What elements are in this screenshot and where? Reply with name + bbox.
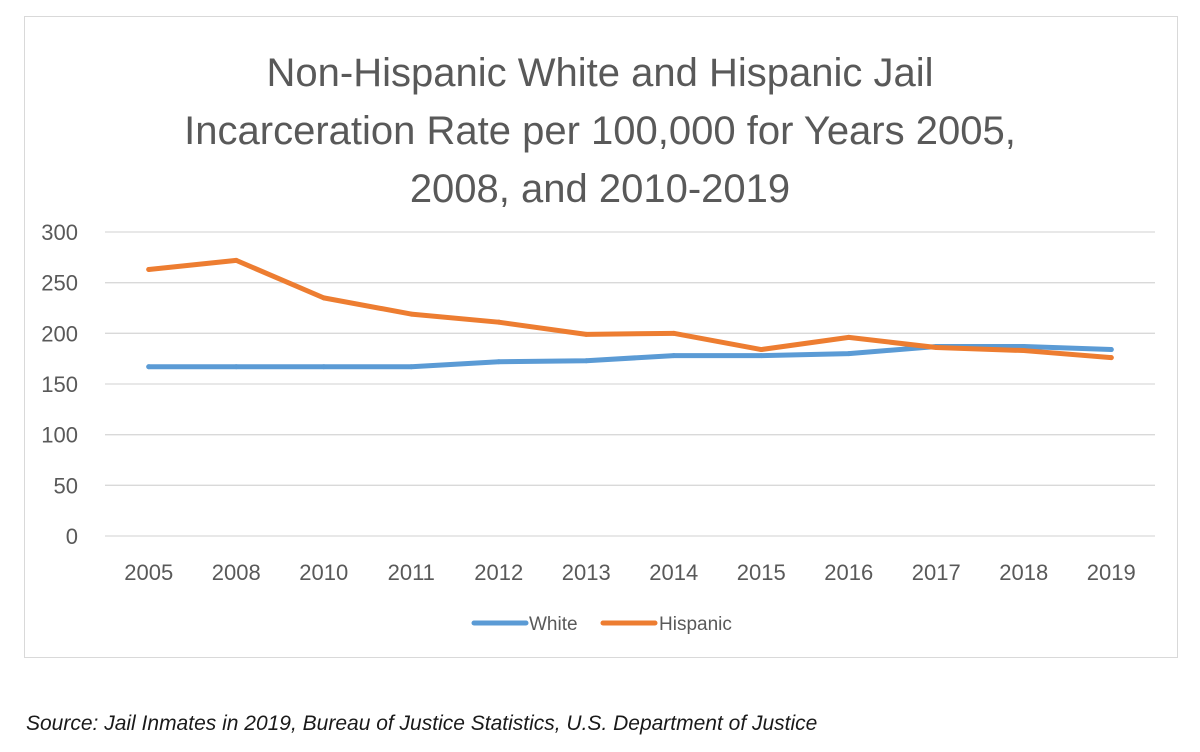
data-point-white <box>758 353 764 359</box>
y-tick-label: 150 <box>41 372 78 397</box>
data-point-white <box>233 364 239 370</box>
y-tick-label: 0 <box>66 524 78 549</box>
y-tick-label: 250 <box>41 271 78 296</box>
data-point-white <box>583 358 589 364</box>
data-point-hispanic <box>583 331 589 337</box>
x-tick-label: 2005 <box>124 560 173 585</box>
gridlines <box>105 231 1155 537</box>
y-tick-label: 300 <box>41 220 78 245</box>
data-point-white <box>846 351 852 357</box>
data-point-hispanic <box>146 266 152 272</box>
x-tick-label: 2015 <box>737 560 786 585</box>
data-point-hispanic <box>846 334 852 340</box>
y-tick-label: 200 <box>41 321 78 346</box>
source-note: Source: Jail Inmates in 2019, Bureau of … <box>26 712 818 735</box>
legend: White Hispanic <box>471 614 732 635</box>
y-tick-label: 50 <box>54 473 78 498</box>
x-tick-label: 2008 <box>212 560 261 585</box>
data-point-hispanic <box>758 347 764 353</box>
x-tick-label: 2019 <box>1087 560 1136 585</box>
data-point-hispanic <box>671 330 677 336</box>
x-tick-label: 2012 <box>474 560 523 585</box>
data-point-white <box>1108 347 1114 353</box>
chart-title-line-3: 2008, and 2010-2019 <box>409 167 791 211</box>
data-point-white <box>496 359 502 365</box>
data-point-white <box>321 364 327 370</box>
y-axis-ticks: 0 50 100 150 200 250 300 <box>41 220 78 549</box>
data-point-hispanic <box>496 319 502 325</box>
x-tick-label: 2017 <box>912 560 961 585</box>
x-tick-label: 2016 <box>824 560 873 585</box>
chart-title-line-1: Non-Hispanic White and Hispanic Jail <box>266 51 934 95</box>
data-point-white <box>1021 344 1027 350</box>
legend-label-hispanic: Hispanic <box>659 614 732 635</box>
data-point-white <box>408 364 414 370</box>
x-tick-label: 2013 <box>562 560 611 585</box>
y-tick-label: 100 <box>41 423 78 448</box>
data-point-hispanic <box>1021 348 1027 354</box>
data-point-white <box>671 353 677 359</box>
series-lines <box>146 257 1114 370</box>
x-tick-label: 2018 <box>999 560 1048 585</box>
x-tick-label: 2014 <box>649 560 698 585</box>
data-point-hispanic <box>408 311 414 317</box>
legend-label-white: White <box>529 614 578 635</box>
series-line-hispanic <box>146 257 1114 361</box>
data-point-hispanic <box>933 345 939 351</box>
x-axis-ticks: 2005 2008 2010 2011 2012 2013 2014 2015 2016 2017… <box>124 560 1135 585</box>
x-tick-label: 2010 <box>299 560 348 585</box>
chart-title-line-2: Incarceration Rate per 100,000 for Years… <box>184 109 1016 153</box>
x-tick-label: 2011 <box>388 560 435 585</box>
chart-title: Non-Hispanic White and Hispanic Jail Inc… <box>0 44 1200 218</box>
data-point-hispanic <box>321 295 327 301</box>
data-point-hispanic <box>1108 355 1114 361</box>
chart-frame <box>24 16 1178 658</box>
data-point-hispanic <box>233 257 239 263</box>
data-point-white <box>146 364 152 370</box>
